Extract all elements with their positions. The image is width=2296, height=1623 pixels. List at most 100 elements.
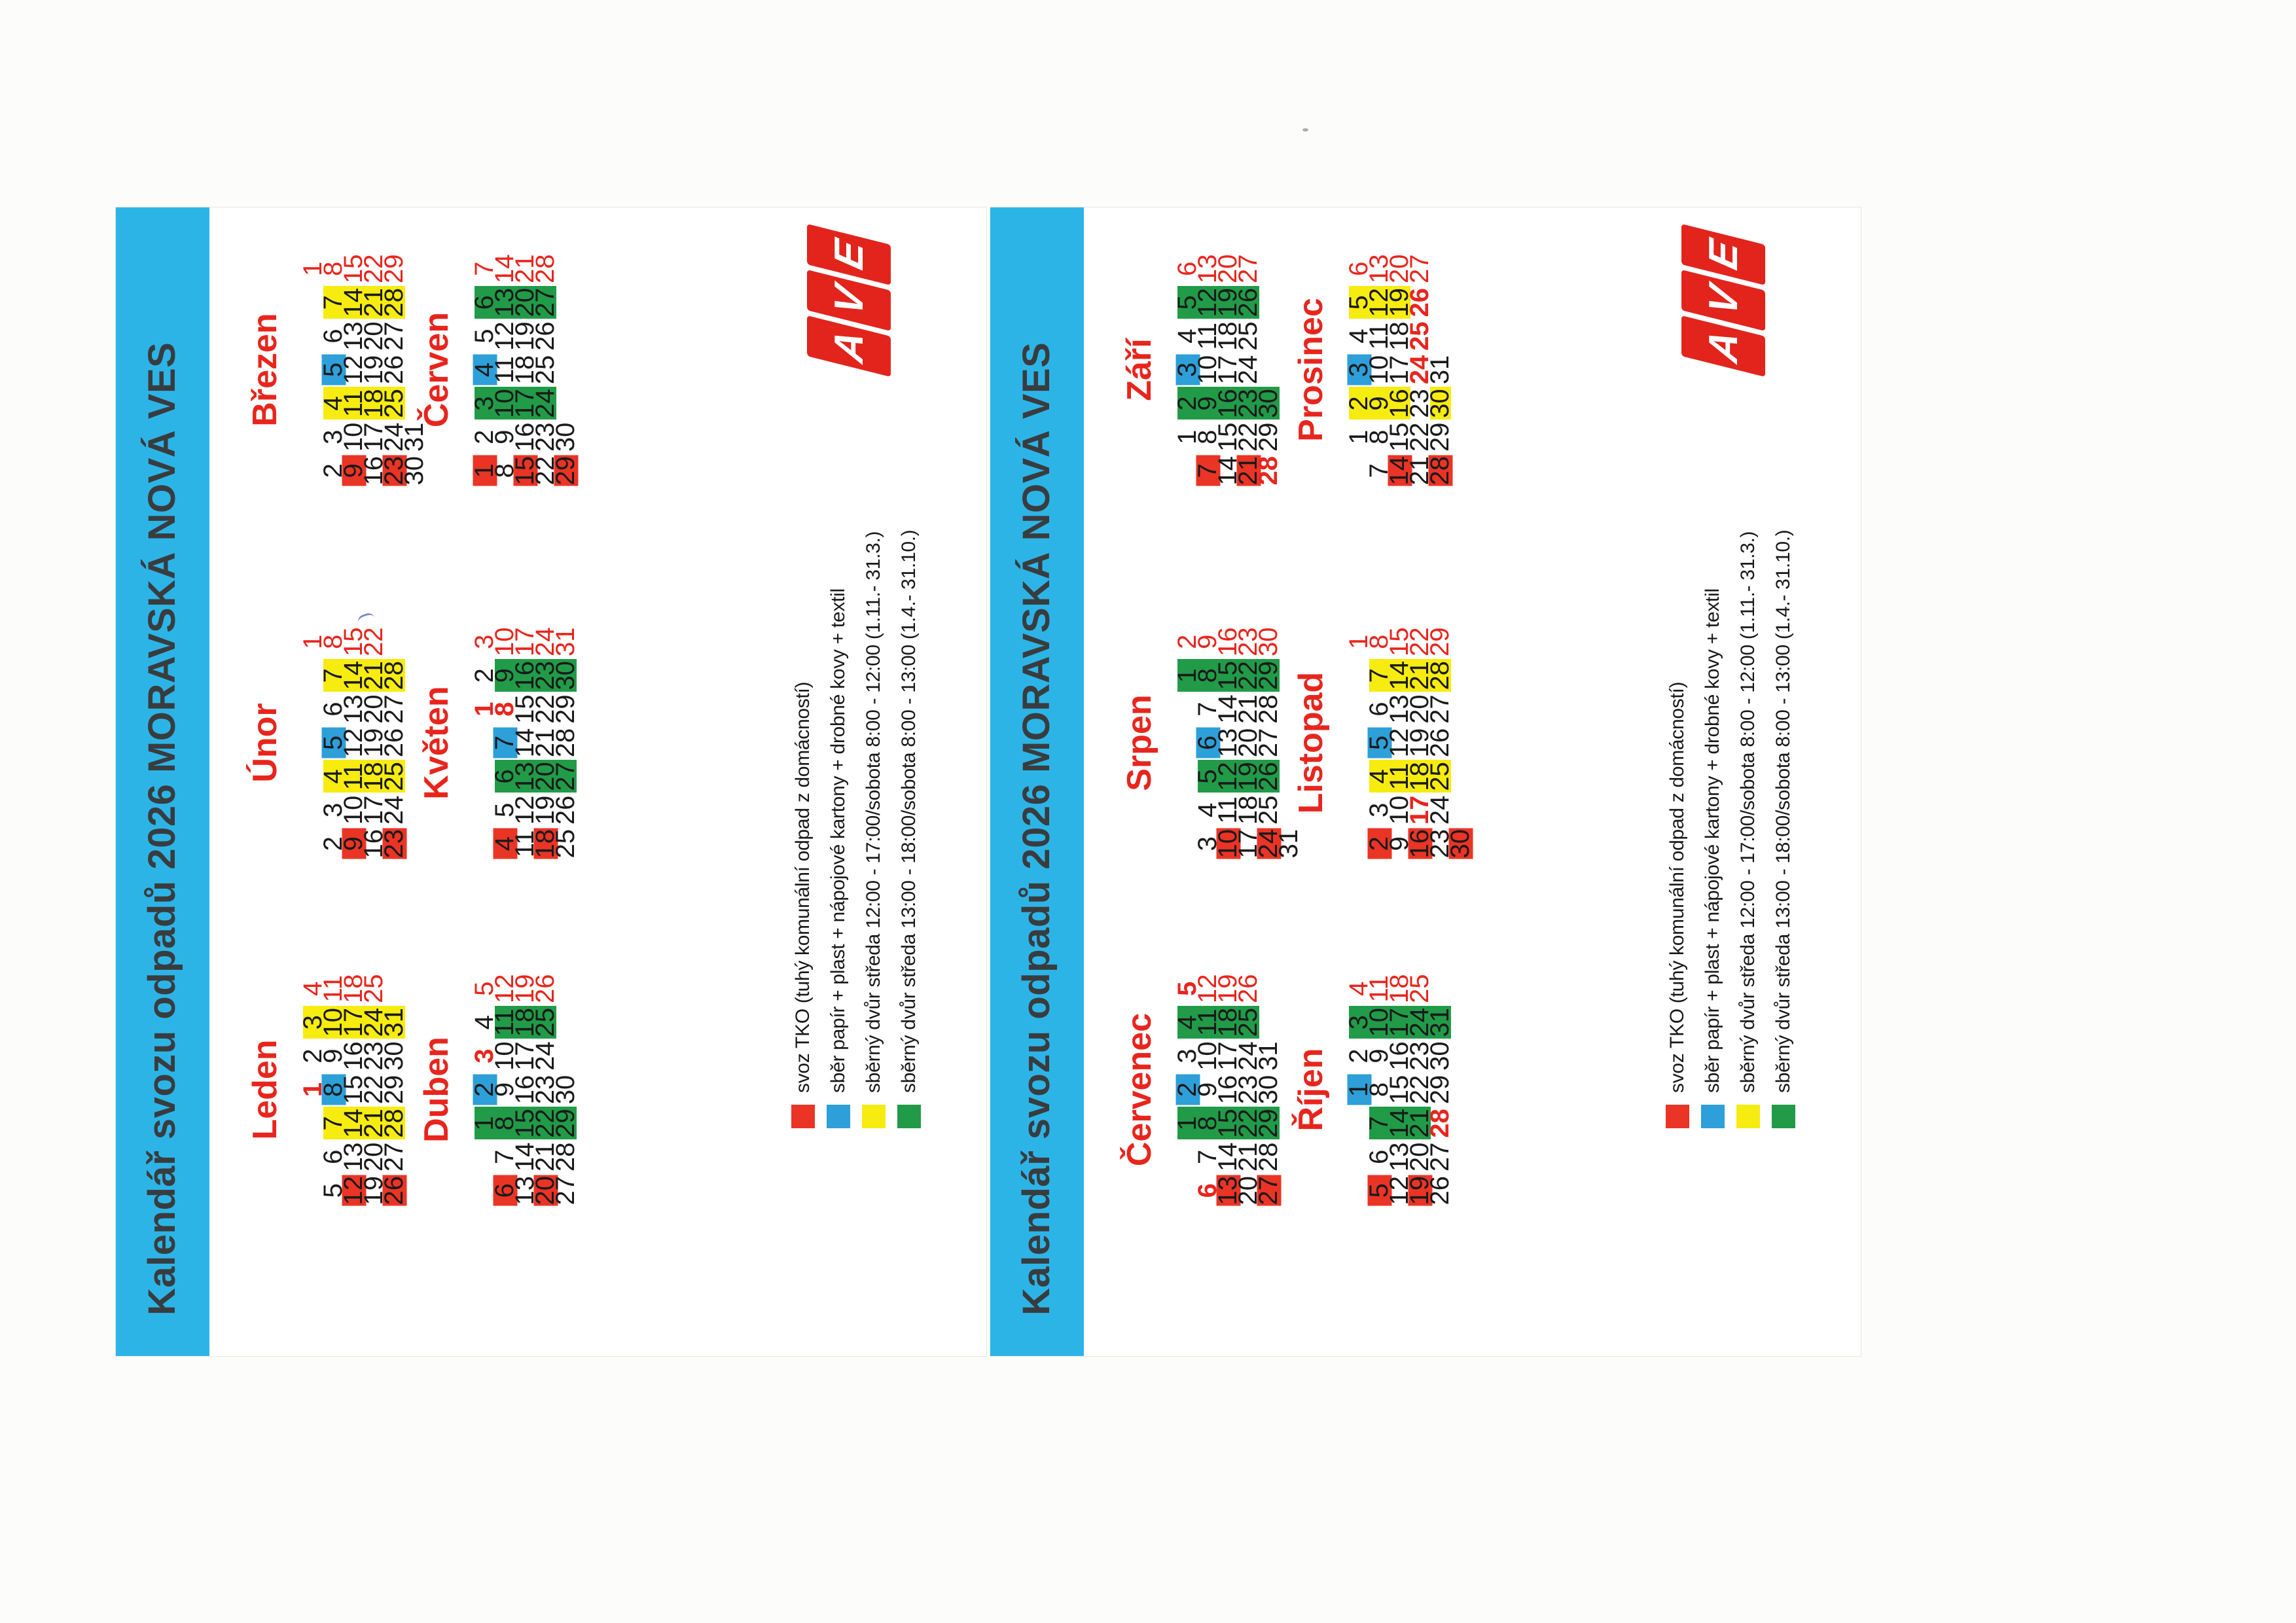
day-cell: 26 — [1426, 1174, 1454, 1207]
day-cell: 26 — [1405, 285, 1434, 319]
ave-logo-letter: A — [826, 326, 872, 366]
day-number: 31 — [1426, 355, 1454, 385]
day-cell: 25 — [380, 387, 408, 420]
day-cell: 27 — [1405, 252, 1434, 285]
day-number: 30 — [380, 1041, 408, 1071]
day-number: 31 — [1426, 1007, 1454, 1037]
month-name: Říjen — [1292, 1048, 1330, 1132]
day-cell: 24 — [531, 1039, 560, 1073]
card-title-bar: Kalendář svozu odpadů 2026 MORAVSKÁ NOVÁ… — [116, 207, 209, 1356]
day-number: 30 — [1254, 627, 1283, 657]
day-cell: 25 — [380, 760, 408, 793]
day-number: 26 — [1234, 974, 1263, 1004]
day-number: 26 — [1405, 287, 1434, 317]
month-name: Červenec — [1121, 1012, 1158, 1167]
legend-label: svoz TKO (tuhý komunální odpad z domácno… — [1666, 681, 1688, 1093]
day-cell: 25 — [1405, 319, 1434, 353]
month-name: Červen — [418, 312, 456, 428]
month-name: Duben — [418, 1037, 456, 1143]
day-cell: 25 — [359, 972, 388, 1005]
legend-item-b: sběr papír + plast + nápojové kartony + … — [827, 588, 850, 1128]
legend-item-b: sběr papír + plast + nápojové kartony + … — [1701, 588, 1725, 1128]
day-cell: 26 — [531, 972, 560, 1005]
day-number: 25 — [1234, 321, 1263, 351]
day-cell: 25 — [551, 827, 580, 861]
day-cell: 24 — [531, 387, 560, 420]
legend-color-swatch — [827, 1105, 850, 1128]
legend-label: sběrný dvůr středa 12:00 - 17:00/sobota … — [1737, 531, 1759, 1093]
day-cell: 28 — [1426, 454, 1454, 488]
legend-label: sběrný dvůr středa 13:00 - 18:00/sobota … — [898, 529, 920, 1093]
month-grid: 1 2 3 4 5 6 7 8 9 10 11 12 13 14 15 16 17 18 19 20 21 22 23 24 2… — [470, 625, 580, 861]
day-number: 31 — [400, 422, 429, 452]
month-kveten: Květen 1 2 3 4 5 6 7 8 9 10 11 12 13 14 15 16 17 18 19 20 21 2… — [417, 625, 580, 861]
day-cell: 28 — [1254, 454, 1283, 488]
day-cell: 30 — [551, 420, 580, 454]
day-cell: 31 — [400, 420, 429, 454]
day-cell: 28 — [1254, 1140, 1283, 1173]
month-leden: Leden 1 2 3 4 5 6 7 8 9 10 11 12 13 14 15 16 17 18 19 20 21 22… — [245, 972, 408, 1207]
day-number: 25 — [531, 1007, 560, 1037]
month-listopad: Listopad 1 2 3 4 5 6 7 8 9 10 11 12 13 14 15 16 17 18 19 20 2… — [1291, 625, 1475, 861]
day-cell: 28 — [551, 1140, 580, 1173]
day-cell: 29 — [1254, 1107, 1283, 1140]
day-number: 23 — [380, 829, 408, 859]
day-cell: 28 — [380, 285, 408, 319]
day-number: 26 — [1254, 762, 1283, 791]
day-cell: 28 — [380, 1107, 408, 1140]
day-cell: 30 — [1426, 1039, 1454, 1073]
month-grid: 1 2 3 4 5 6 7 8 9 10 11 12 13 14 15 16 17 18 19 20 21 22 23 24 2… — [1173, 972, 1283, 1207]
day-number: 25 — [1426, 762, 1454, 791]
day-number: 26 — [1426, 1176, 1454, 1205]
day-number: 25 — [1234, 1007, 1263, 1037]
day-cell: 30 — [1254, 387, 1283, 420]
legend-item-g: sběrný dvůr středa 13:00 - 18:00/sobota … — [1772, 530, 1795, 1128]
day-number: 30 — [551, 1075, 580, 1105]
card-title: Kalendář svozu odpadů 2026 MORAVSKÁ NOVÁ… — [140, 342, 183, 1315]
day-cell: 31 — [1254, 1039, 1283, 1073]
month-name: Srpen — [1121, 694, 1158, 791]
day-cell: 28 — [531, 252, 560, 285]
day-number: 27 — [1234, 254, 1263, 284]
day-number: 27 — [1426, 694, 1454, 724]
day-cell: 27 — [1426, 1140, 1454, 1173]
day-cell: 28 — [1426, 658, 1454, 692]
day-number: 29 — [1254, 422, 1283, 452]
day-number: 30 — [1446, 829, 1475, 859]
day-number: 26 — [1426, 728, 1454, 758]
day-number: 25 — [1254, 795, 1283, 825]
day-cell: 25 — [1234, 1005, 1263, 1039]
month-name: Březen — [246, 313, 284, 427]
day-number: 27 — [1254, 1176, 1283, 1205]
month-grid: 1 2 3 4 5 6 7 8 9 10 11 12 13 14 15 16 17 18 19 20 21 22 23 24 2… — [298, 972, 408, 1207]
day-number: 27 — [380, 1142, 408, 1172]
month-name: Listopad — [1292, 671, 1330, 814]
month-unor: Únor 1 2 3 4 5 6 7 8 9 10 11 12 13 14 15 16 17 18 19 20 21 22 2… — [245, 625, 408, 861]
day-cell: 30 — [400, 454, 429, 488]
day-cell: 27 — [1254, 726, 1283, 759]
legend-item-r: svoz TKO (tuhý komunální odpad z domácno… — [1666, 682, 1689, 1128]
day-number: 26 — [1234, 287, 1263, 317]
day-number: 31 — [380, 1007, 408, 1037]
day-number: 28 — [1426, 1109, 1454, 1138]
legend-color-swatch — [1701, 1105, 1725, 1128]
ave-logo-letter: V — [826, 281, 872, 320]
day-number: 27 — [531, 287, 560, 317]
day-cell: 25 — [1405, 972, 1434, 1005]
day-number: 28 — [551, 728, 580, 758]
card-title-bar: Kalendář svozu odpadů 2026 MORAVSKÁ NOVÁ… — [990, 207, 1084, 1356]
day-number: 29 — [1254, 660, 1283, 690]
day-number: 30 — [551, 660, 580, 690]
legend-color-swatch — [791, 1105, 815, 1128]
day-cell: 28 — [551, 726, 580, 759]
day-cell: 30 — [1254, 1073, 1283, 1106]
day-number: 27 — [380, 694, 408, 724]
day-cell: 27 — [1254, 1174, 1283, 1207]
day-cell: 27 — [380, 692, 408, 726]
day-number: 28 — [1426, 660, 1454, 690]
card-content: Kalendář svozu odpadů 2026 MORAVSKÁ NOVÁ… — [990, 207, 1861, 1356]
day-number: 29 — [380, 254, 408, 284]
month-name: Prosinec — [1292, 298, 1330, 442]
day-cell: 26 — [1254, 760, 1283, 793]
